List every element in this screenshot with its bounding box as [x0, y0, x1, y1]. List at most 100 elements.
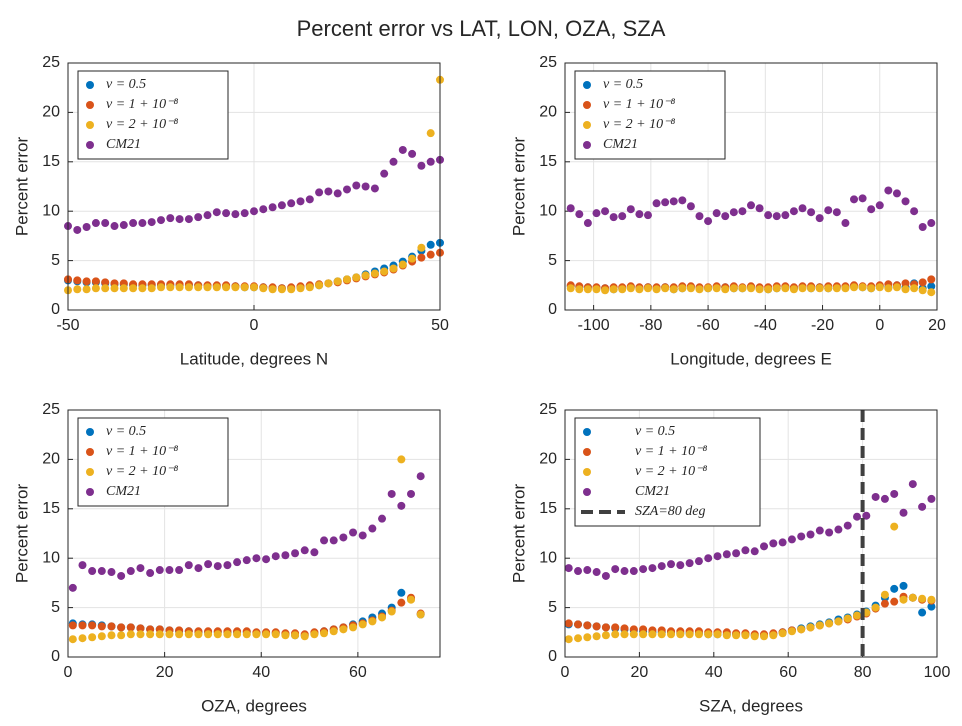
data-point	[222, 283, 231, 292]
data-point	[101, 284, 110, 293]
data-point	[277, 285, 286, 294]
data-point	[165, 630, 174, 639]
data-point	[184, 215, 193, 224]
axes-box	[564, 62, 938, 311]
data-point	[268, 285, 277, 294]
data-point	[97, 622, 106, 631]
x-tick-label: 40	[705, 664, 723, 681]
data-point	[300, 632, 309, 641]
data-point	[378, 613, 387, 622]
data-point	[834, 617, 843, 626]
x-axis-label: Longitude, degrees E	[670, 349, 832, 368]
data-point	[184, 561, 193, 570]
data-point	[853, 611, 862, 620]
data-point	[408, 149, 417, 158]
x-tick-label: 80	[854, 664, 872, 681]
data-point	[416, 472, 425, 481]
data-point	[738, 284, 747, 293]
data-point	[927, 288, 936, 297]
data-point	[601, 571, 610, 580]
data-point	[927, 595, 936, 604]
data-point	[741, 546, 750, 555]
data-point	[910, 284, 919, 293]
data-point	[825, 528, 834, 537]
data-point	[611, 623, 620, 632]
data-point	[73, 276, 82, 285]
y-tick-label: 0	[51, 301, 60, 318]
data-point	[769, 631, 778, 640]
data-point	[601, 286, 610, 295]
y-tick-label: 0	[548, 301, 557, 318]
data-point	[575, 210, 584, 219]
data-point	[146, 569, 155, 578]
data-point	[747, 284, 755, 293]
data-point	[686, 202, 695, 211]
data-point	[240, 209, 249, 218]
data-point	[287, 285, 296, 294]
data-point	[908, 480, 917, 489]
legend-label: ν = 1 + 10⁻⁸	[106, 444, 178, 459]
data-point	[721, 212, 730, 221]
data-point	[223, 630, 232, 639]
data-point	[397, 501, 406, 510]
legend-marker	[86, 428, 94, 436]
data-point	[918, 608, 927, 617]
data-point	[281, 631, 290, 640]
data-point	[815, 621, 824, 630]
data-point	[194, 630, 203, 639]
data-point	[203, 283, 212, 292]
legend-marker	[583, 448, 591, 456]
data-point	[843, 614, 852, 623]
data-point	[789, 207, 798, 216]
data-point	[268, 203, 277, 212]
data-point	[620, 630, 629, 639]
data-point	[850, 283, 859, 292]
y-tick-label: 25	[42, 54, 60, 71]
data-point	[918, 594, 927, 603]
y-tick-label: 15	[539, 153, 557, 170]
legend-label: SZA=80 deg	[635, 504, 706, 519]
data-point	[592, 568, 601, 577]
legend-label: ν = 1 + 10⁻⁸	[603, 97, 675, 112]
legend-marker	[86, 121, 94, 129]
data-point	[426, 157, 435, 166]
data-point	[203, 211, 212, 220]
data-point	[387, 489, 396, 498]
figure-title: Percent error vs LAT, LON, OZA, SZA	[297, 16, 666, 41]
data-point	[678, 196, 687, 205]
data-point	[296, 284, 305, 293]
data-point	[834, 525, 843, 534]
data-point	[389, 157, 398, 166]
legend-label: ν = 2 + 10⁻⁸	[106, 117, 178, 132]
legend-marker	[583, 488, 591, 496]
data-point	[88, 633, 97, 642]
y-tick-label: 10	[539, 549, 557, 566]
y-tick-label: 5	[51, 252, 60, 269]
data-point	[73, 285, 82, 294]
data-point	[639, 565, 648, 574]
legend-marker	[583, 101, 591, 109]
data-point	[329, 627, 338, 636]
data-point	[397, 588, 406, 597]
data-point	[146, 630, 155, 639]
data-point	[661, 284, 670, 293]
data-point	[281, 551, 290, 560]
x-tick-label: 50	[431, 317, 449, 334]
data-point	[339, 625, 348, 634]
y-tick-label: 0	[51, 648, 60, 665]
legend-label: CM21	[635, 484, 670, 499]
x-tick-label: 0	[250, 317, 259, 334]
data-point	[648, 630, 657, 639]
legend-label: CM21	[106, 137, 141, 152]
data-point	[843, 521, 852, 530]
x-tick-label: 0	[875, 317, 884, 334]
data-point	[147, 284, 156, 293]
legend-label: ν = 0.5	[106, 77, 146, 92]
data-point	[398, 260, 407, 269]
legend-label: ν = 0.5	[106, 424, 146, 439]
data-point	[310, 630, 319, 639]
data-point	[635, 210, 644, 219]
data-point	[212, 208, 221, 217]
data-point	[798, 284, 807, 293]
data-point	[824, 206, 833, 215]
